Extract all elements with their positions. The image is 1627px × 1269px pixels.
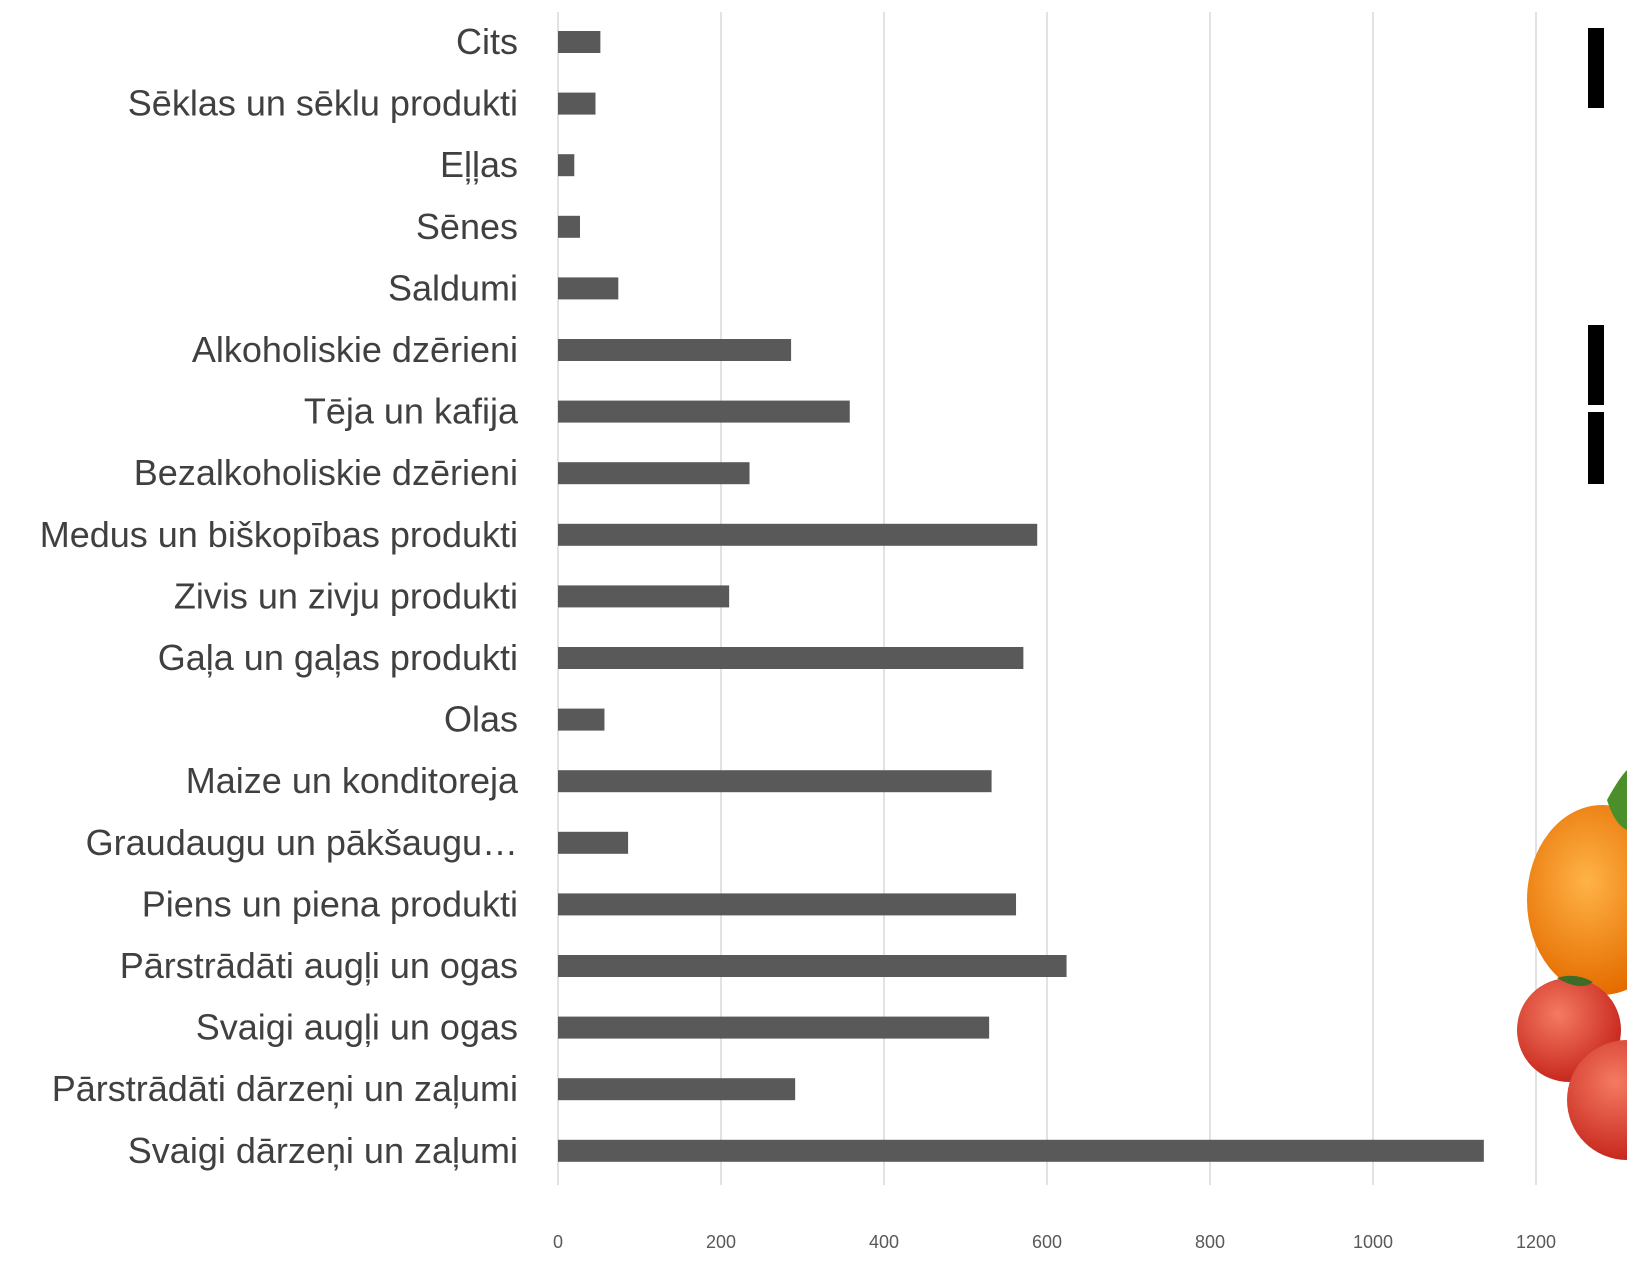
- x-tick-label: 0: [553, 1232, 563, 1252]
- bar: [558, 400, 850, 423]
- bar: [558, 31, 601, 53]
- category-label: Medus un biškopības produkti: [40, 514, 518, 555]
- title-fragment-1: [1588, 28, 1604, 108]
- category-label: Gaļa un gaļas produkti: [158, 637, 518, 678]
- vegetables-photo: [1517, 770, 1627, 1160]
- bars: [558, 31, 1484, 1162]
- bar: [558, 770, 992, 793]
- category-label: Pārstrādāti dārzeņi un zaļumi: [52, 1068, 518, 1109]
- bar: [558, 339, 792, 361]
- category-label: Alkoholiskie dzērieni: [192, 329, 518, 370]
- category-label: Graudaugu un pākšaugu…: [86, 822, 518, 863]
- pepper-shape: [1527, 805, 1627, 995]
- category-label: Piens un piena produkti: [142, 883, 518, 924]
- bar: [558, 92, 596, 115]
- category-label: Zivis un zivju produkti: [174, 575, 518, 616]
- category-label: Svaigi dārzeņi un zaļumi: [128, 1130, 518, 1171]
- category-label: Pārstrādāti augļi un ogas: [120, 945, 518, 986]
- title-fragment-3: [1588, 412, 1604, 484]
- category-label: Sēnes: [416, 206, 518, 247]
- bar: [558, 1016, 990, 1039]
- x-tick-label: 200: [706, 1232, 736, 1252]
- gridlines: [557, 12, 1537, 1185]
- bar: [558, 523, 1038, 546]
- bar: [558, 277, 619, 300]
- tomato-stem: [1557, 975, 1593, 987]
- category-label: Svaigi augļi un ogas: [196, 1007, 518, 1048]
- x-tick-label: 400: [869, 1232, 899, 1252]
- category-label: Eļļas: [440, 144, 518, 185]
- x-axis-tick-labels: 0 200 400 600 800 1000 1200: [553, 1232, 1556, 1252]
- x-tick-label: 800: [1195, 1232, 1225, 1252]
- x-tick-label: 1000: [1353, 1232, 1393, 1252]
- bar: [558, 215, 581, 238]
- category-labels: Cits Sēklas un sēklu produkti Eļļas Sēnes Sa…: [40, 21, 519, 1171]
- category-label: Tēja un kafija: [304, 391, 519, 432]
- pepper-stem: [1607, 770, 1627, 830]
- bar: [558, 955, 1067, 977]
- bar: [558, 1139, 1484, 1162]
- category-label: Bezalkoholiskie dzērieni: [134, 452, 518, 493]
- bar: [558, 708, 605, 731]
- bar: [558, 462, 750, 485]
- title-fragment-2: [1588, 325, 1604, 405]
- bar: [558, 1078, 796, 1101]
- bar: [558, 647, 1024, 669]
- category-label: Maize un konditoreja: [186, 760, 519, 801]
- bar: [558, 831, 629, 854]
- category-label: Cits: [456, 21, 518, 62]
- category-label: Olas: [444, 699, 518, 740]
- tomato-shape-2: [1567, 1040, 1627, 1160]
- x-tick-label: 600: [1032, 1232, 1062, 1252]
- bar: [558, 585, 730, 608]
- x-tick-label: 1200: [1516, 1232, 1556, 1252]
- bar: [558, 154, 575, 177]
- category-label: Sēklas un sēklu produkti: [128, 83, 518, 124]
- category-label: Saldumi: [388, 267, 518, 308]
- bar: [558, 893, 1017, 916]
